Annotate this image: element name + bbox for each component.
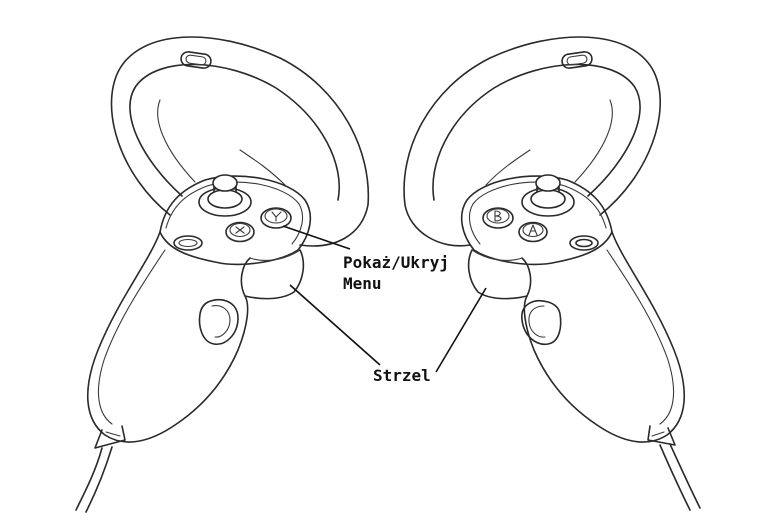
right-face-plate bbox=[460, 175, 613, 266]
left-trigger-icon bbox=[240, 249, 305, 300]
label-show-hide-menu: Pokaż/Ukryj bbox=[343, 253, 449, 272]
left-y-button bbox=[260, 207, 292, 229]
shoot-leader-right bbox=[435, 287, 487, 373]
left-cable-2 bbox=[85, 446, 113, 513]
right-tracking-ring bbox=[403, 36, 661, 247]
shoot-leader-left bbox=[289, 284, 381, 366]
left-tracking-ring-inner bbox=[129, 63, 340, 201]
left-face-plate bbox=[159, 175, 312, 266]
left-cable bbox=[75, 447, 103, 511]
right-controller-icon bbox=[403, 36, 701, 511]
right-handle bbox=[523, 231, 686, 443]
left-menu-button-icon bbox=[173, 235, 203, 251]
right-b-button bbox=[482, 207, 514, 229]
label-menu: Menu bbox=[343, 274, 382, 293]
left-x-button bbox=[225, 221, 255, 243]
right-grip-button bbox=[521, 300, 562, 345]
left-tracking-ring bbox=[110, 36, 370, 247]
left-led-slot bbox=[180, 51, 212, 69]
left-handle bbox=[86, 231, 249, 443]
right-trigger-icon bbox=[467, 249, 532, 300]
right-led-slot bbox=[561, 51, 593, 69]
right-home-button bbox=[569, 235, 599, 251]
right-cable bbox=[659, 444, 691, 511]
menu-leader-line bbox=[282, 225, 351, 250]
right-thumbstick bbox=[521, 174, 575, 217]
left-controller-icon bbox=[75, 36, 370, 513]
left-thumbstick bbox=[198, 174, 252, 217]
left-grip-button bbox=[198, 298, 239, 345]
right-cable-2 bbox=[669, 443, 701, 509]
right-a-button bbox=[518, 221, 548, 243]
label-shoot: Strzel bbox=[373, 366, 431, 385]
